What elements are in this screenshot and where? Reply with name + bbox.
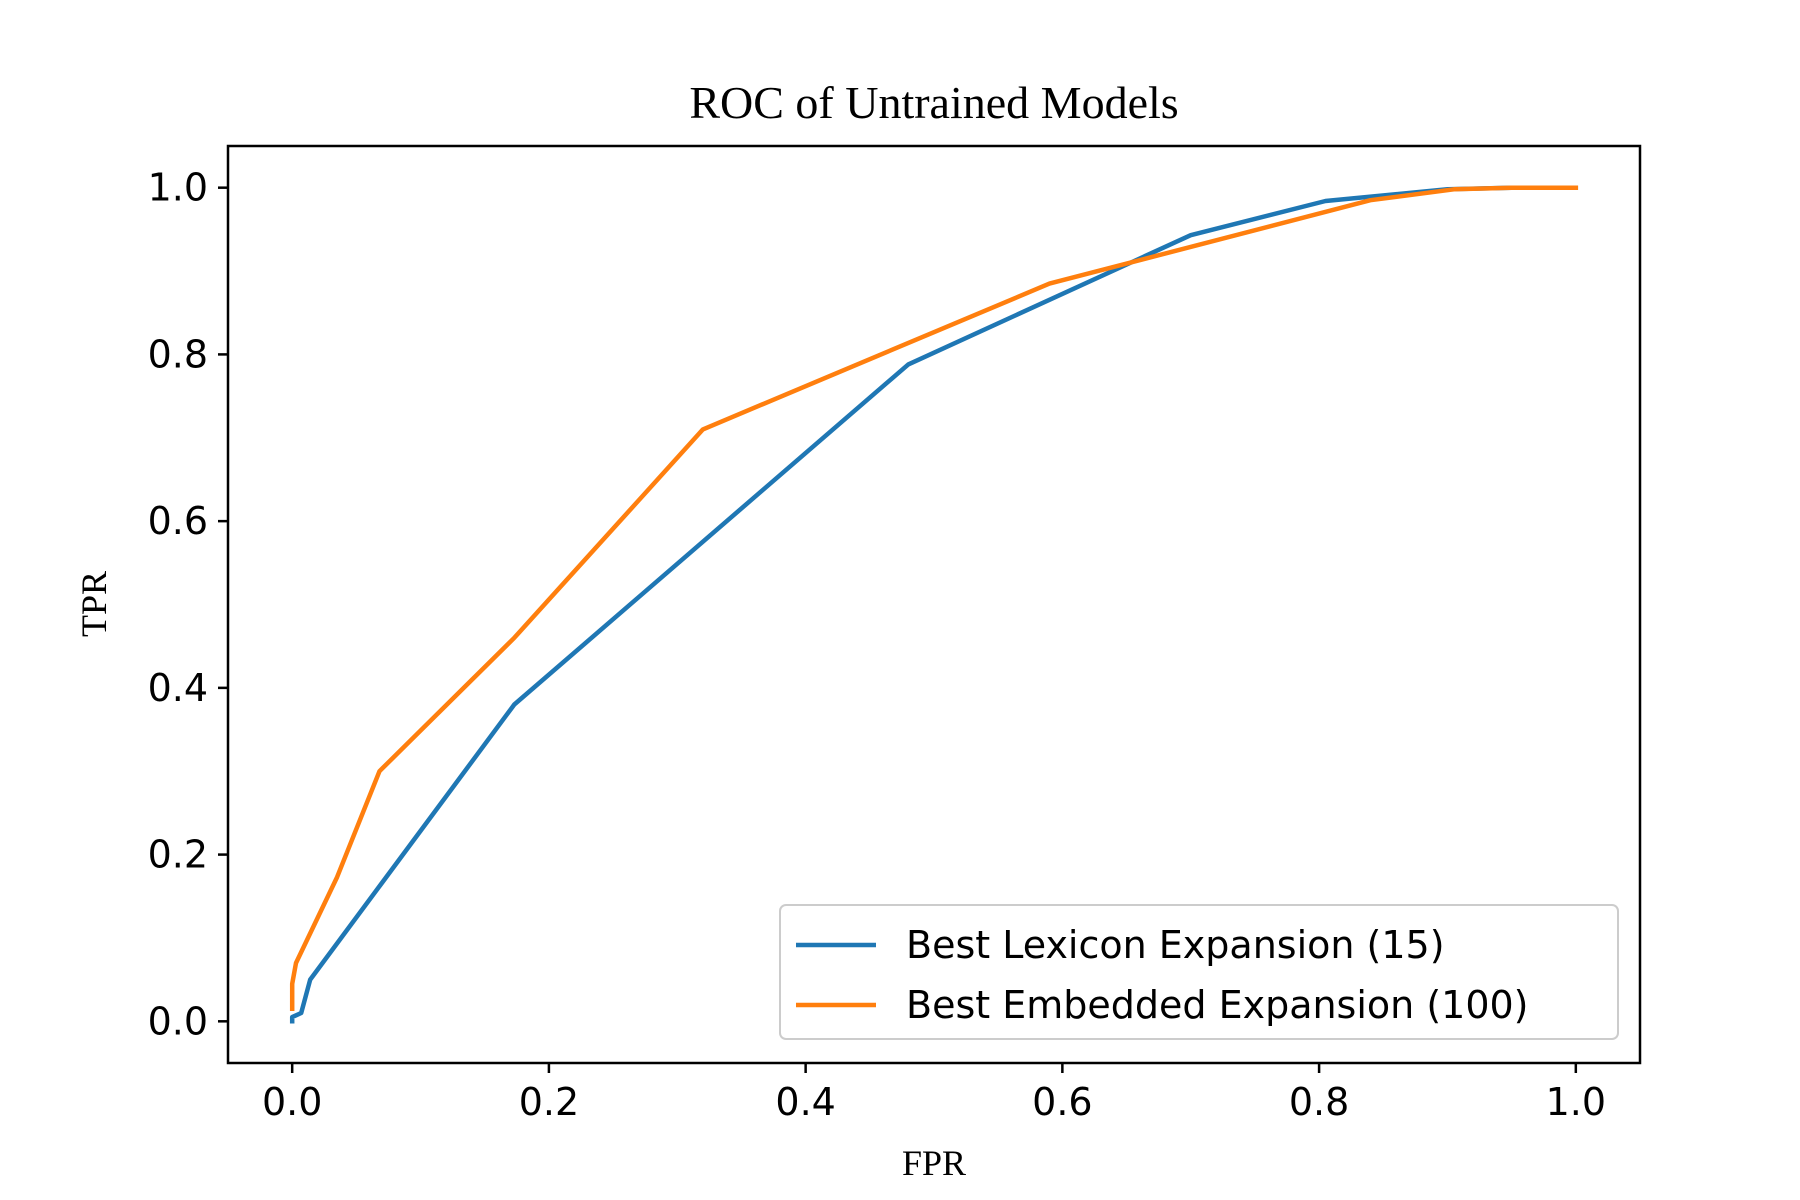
series-layer [289,185,1579,1024]
plot-frame [226,144,1642,1065]
y-tick-label: 0.4 [148,666,208,710]
y-tick-label: 0.8 [148,332,208,376]
y-tick-label: 0.6 [148,499,208,543]
legend-box [779,904,1619,1040]
x-tick-label: 0.6 [1032,1080,1092,1124]
x-tick-label: 0.2 [519,1080,579,1124]
x-tick-label: 0.4 [775,1080,835,1124]
series-line-2 [289,185,1579,1012]
legend-label-2: Best Embedded Expansion (100) [906,983,1529,1027]
x-axis-label: FPR [902,1143,966,1183]
y-tick-label: 0.2 [148,833,208,877]
legend: Best Lexicon Expansion (15) Best Embedded… [779,904,1619,1040]
y-axis-label: TPR [74,571,114,637]
y-tick-label: 1.0 [148,166,208,210]
ticks-layer: 0.0 0.2 0.4 0.6 0.8 1.0 0.0 0.2 0.4 0.6 0.8 1.0 [148,166,1606,1124]
x-tick-label: 0.8 [1289,1080,1349,1124]
chart-title: ROC of Untrained Models [689,77,1178,128]
x-tick-label: 0.0 [262,1080,322,1124]
x-tick-label: 1.0 [1546,1080,1606,1124]
legend-label-1: Best Lexicon Expansion (15) [906,923,1445,967]
y-tick-label: 0.0 [148,999,208,1043]
series-line-1 [289,185,1579,1024]
